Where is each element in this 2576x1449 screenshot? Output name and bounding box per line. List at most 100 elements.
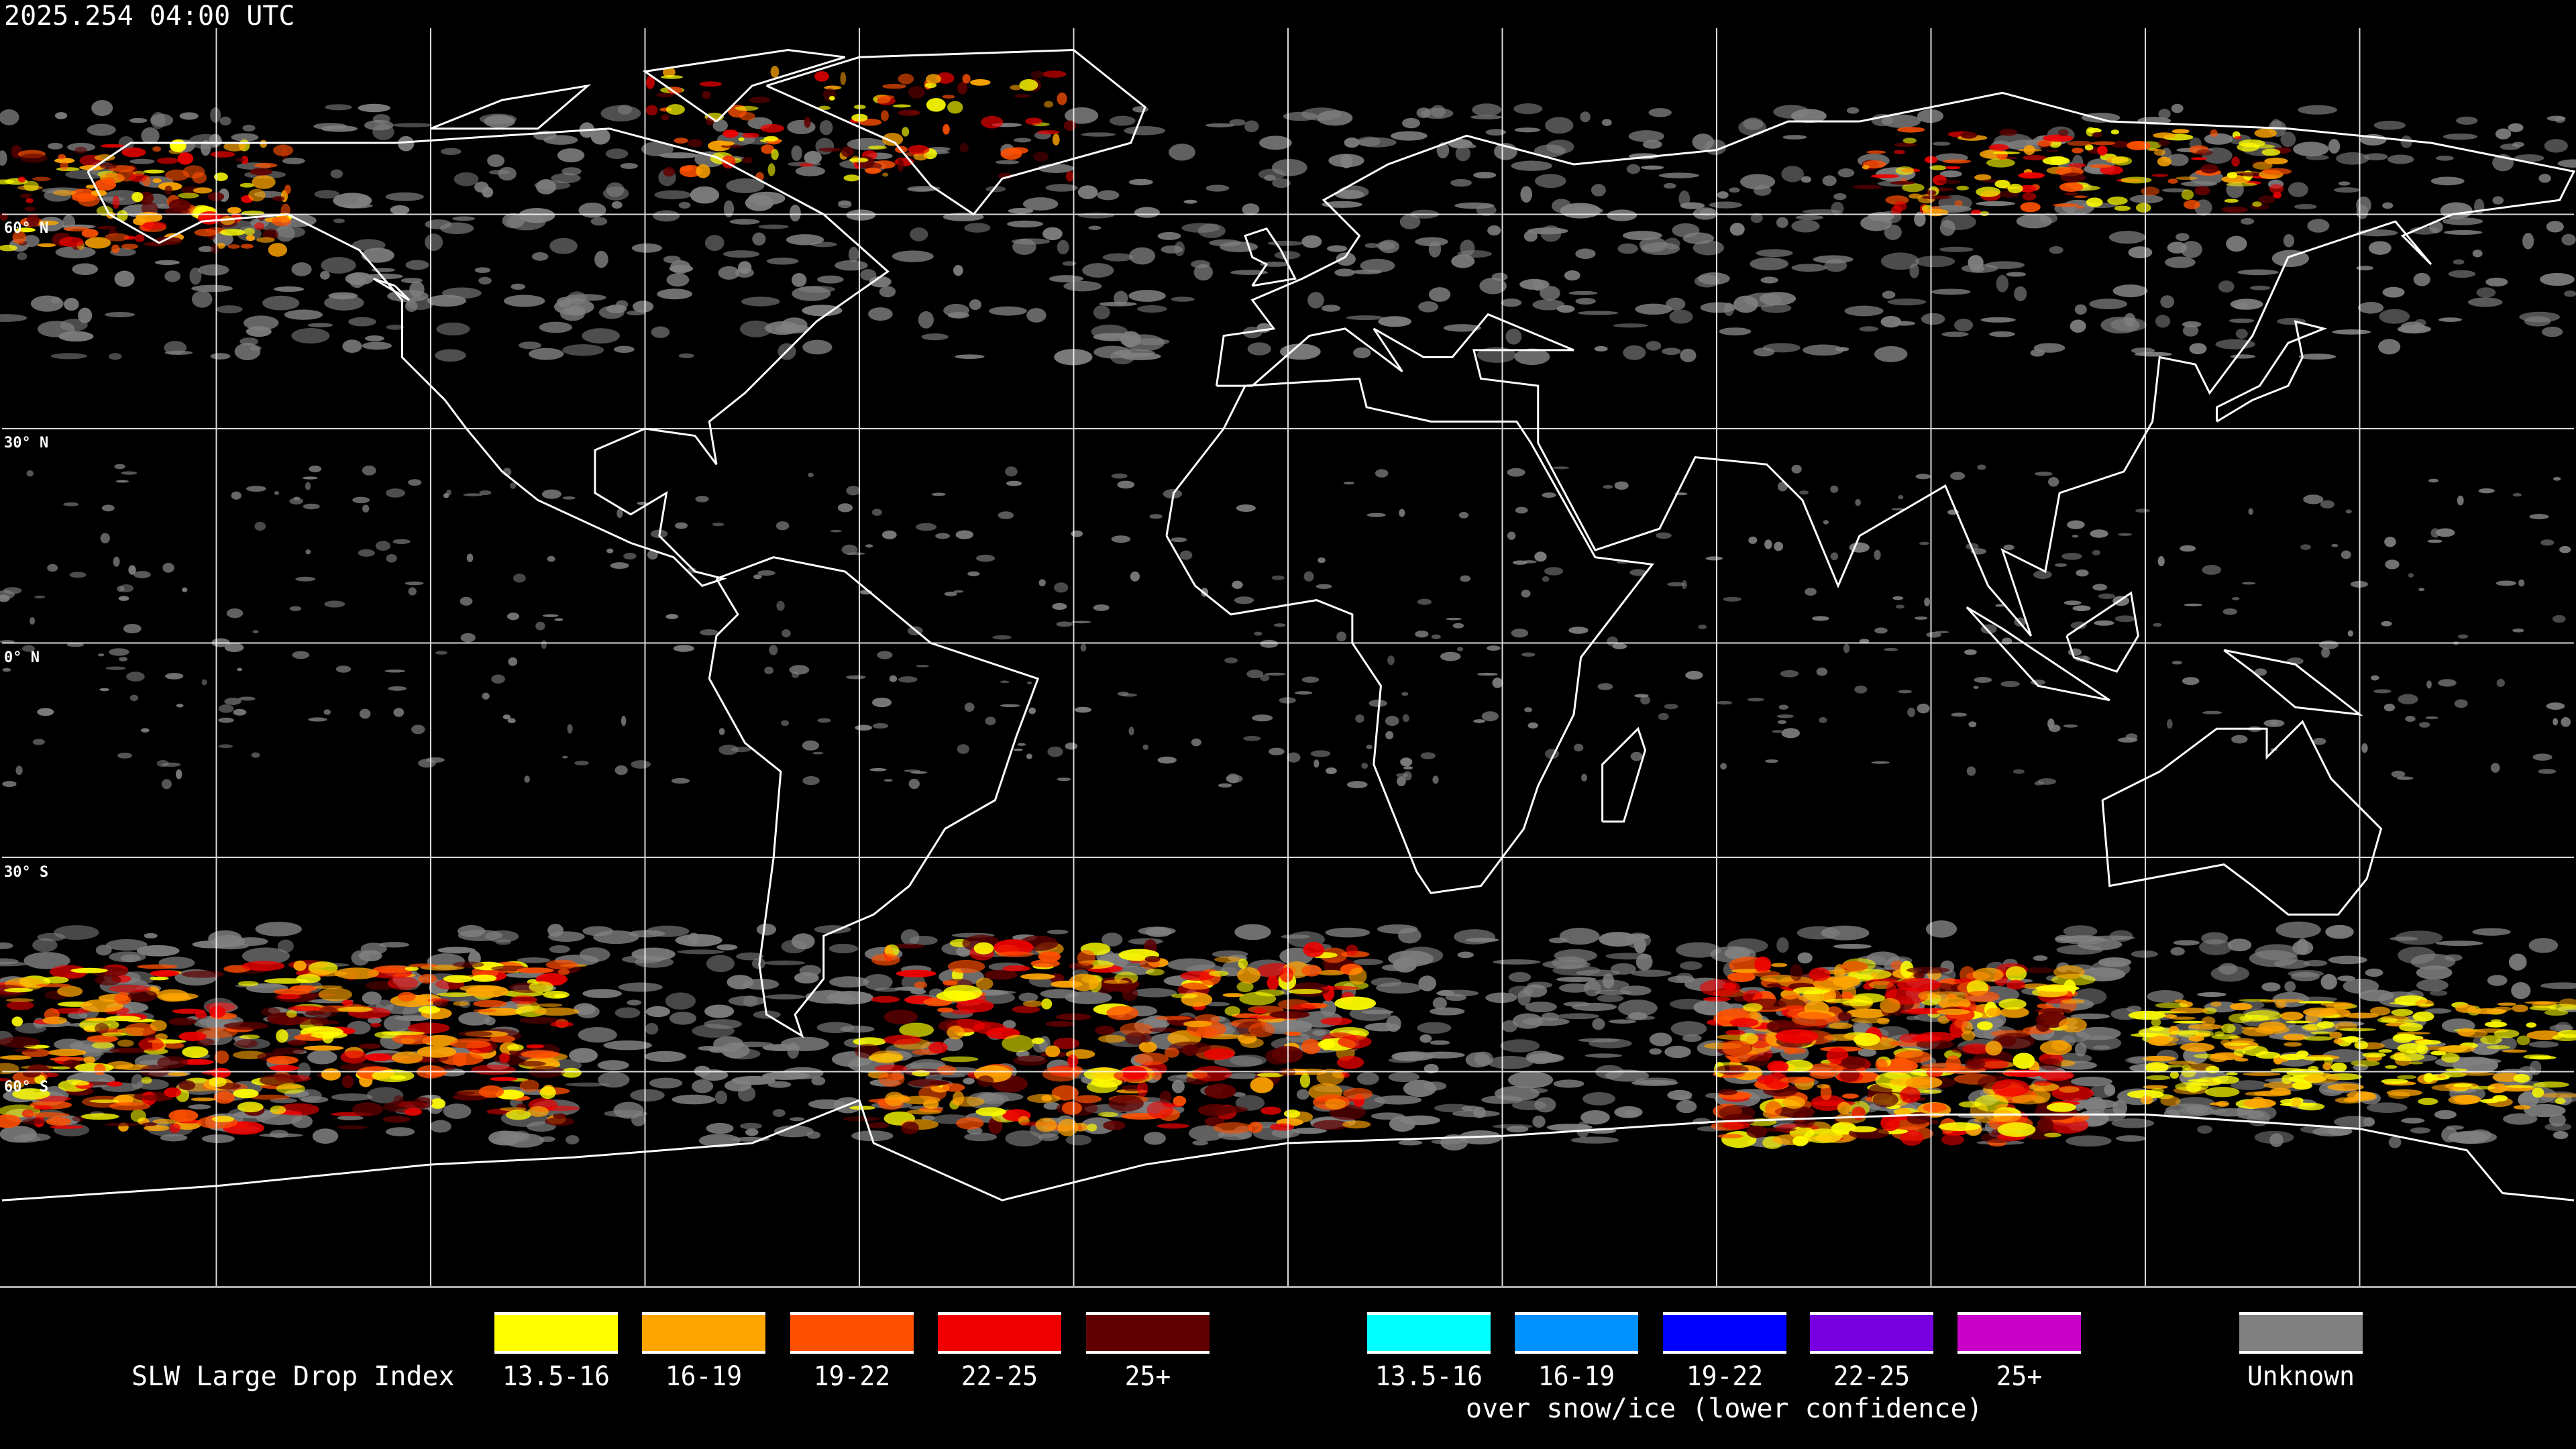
cloud-patch xyxy=(2557,1030,2576,1038)
cloud-patch xyxy=(1062,261,1077,266)
cloud-patch xyxy=(291,327,330,344)
cloud-patch xyxy=(2092,584,2108,591)
cloud-patch xyxy=(2280,1011,2304,1021)
cloud-patch xyxy=(101,504,115,512)
cloud-patch xyxy=(1859,326,1878,332)
cloud-patch xyxy=(2337,975,2355,981)
cloud-patch xyxy=(976,554,996,562)
cloud-patch xyxy=(1093,604,1110,611)
cloud-patch xyxy=(1342,1120,1371,1129)
cloud-patch xyxy=(58,154,66,160)
cloud-patch xyxy=(154,260,180,265)
cloud-patch xyxy=(2058,1017,2087,1032)
cloud-patch xyxy=(1972,967,2004,982)
cloud-patch xyxy=(1111,535,1131,543)
cloud-patch xyxy=(1937,1008,1970,1015)
cloud-patch xyxy=(2457,495,2464,506)
cloud-patch xyxy=(2291,1097,2302,1108)
cloud-patch xyxy=(908,778,920,790)
cloud-patch xyxy=(1020,973,1056,980)
cloud-patch xyxy=(268,243,288,257)
cloud-patch xyxy=(1045,184,1078,192)
cloud-patch xyxy=(2049,246,2063,254)
cloud-patch xyxy=(582,328,620,344)
cloud-patch xyxy=(2453,1083,2473,1087)
cloud-patch xyxy=(74,146,87,154)
cloud-patch xyxy=(1582,1092,1615,1106)
cloud-patch xyxy=(539,1086,556,1099)
cloud-patch xyxy=(2033,1080,2051,1086)
lat-label-60n: 60° N xyxy=(4,220,49,237)
cloud-patch xyxy=(2540,539,2555,546)
cloud-patch xyxy=(1994,179,2010,189)
cloud-patch xyxy=(1945,166,1961,170)
cloud-patch xyxy=(2295,996,2338,1002)
legend-normal-2-swatch xyxy=(790,1312,914,1354)
cloud-patch xyxy=(1939,170,1962,178)
cloud-patch xyxy=(391,1051,423,1064)
cloud-patch xyxy=(2037,1003,2053,1009)
cloud-patch xyxy=(969,299,982,311)
coastline xyxy=(430,84,592,130)
cloud-patch xyxy=(1809,967,1831,981)
cloud-patch xyxy=(543,990,570,999)
cloud-patch xyxy=(435,651,447,655)
cloud-patch xyxy=(231,133,259,142)
cloud-patch xyxy=(1095,1026,1116,1035)
cloud-patch xyxy=(2354,1040,2369,1050)
cloud-patch xyxy=(964,702,975,712)
cloud-patch xyxy=(1430,1007,1465,1016)
cloud-patch xyxy=(992,635,1012,640)
legend-normal-0-swatch xyxy=(494,1312,618,1354)
cloud-patch xyxy=(590,128,610,145)
cloud-patch xyxy=(0,1114,21,1128)
cloud-patch xyxy=(2336,152,2369,165)
cloud-patch xyxy=(1802,209,1841,214)
cloud-patch xyxy=(2416,1044,2428,1055)
cloud-patch xyxy=(745,1128,759,1136)
cloud-patch xyxy=(985,186,1006,193)
cloud-patch xyxy=(1822,175,1837,186)
cloud-patch xyxy=(957,81,968,95)
cloud-patch xyxy=(566,305,586,317)
cloud-patch xyxy=(1080,643,1087,652)
cloud-patch xyxy=(1717,1089,1738,1095)
cloud-patch xyxy=(2261,168,2292,175)
cloud-patch xyxy=(2076,1026,2121,1040)
cloud-patch xyxy=(1560,203,1601,219)
cloud-patch xyxy=(2151,1018,2161,1027)
cloud-patch xyxy=(1902,138,1917,144)
cloud-patch xyxy=(565,1082,610,1087)
cloud-patch xyxy=(1057,239,1069,255)
cloud-patch xyxy=(2252,201,2262,207)
cloud-patch xyxy=(2529,1005,2557,1011)
cloud-patch xyxy=(1265,672,1286,676)
cloud-patch xyxy=(318,1006,338,1018)
cloud-patch xyxy=(1303,571,1314,582)
cloud-patch xyxy=(1505,328,1522,345)
cloud-patch xyxy=(1962,1043,1991,1054)
cloud-patch xyxy=(1400,757,1413,767)
cloud-patch xyxy=(2456,116,2478,125)
cloud-patch xyxy=(1269,1010,1310,1019)
cloud-patch xyxy=(1077,185,1098,199)
cloud-patch xyxy=(2379,309,2410,324)
cloud-patch xyxy=(333,218,345,223)
cloud-patch xyxy=(2221,206,2248,213)
cloud-patch xyxy=(12,230,26,244)
cloud-patch xyxy=(452,216,476,221)
cloud-patch xyxy=(1334,268,1355,277)
cloud-patch xyxy=(1134,338,1170,345)
cloud-patch xyxy=(883,779,893,782)
cloud-patch xyxy=(2285,1020,2313,1024)
legend-snow-2-label: 19-22 xyxy=(1686,1361,1764,1392)
cloud-patch xyxy=(1507,531,1516,540)
cloud-patch xyxy=(1457,647,1464,651)
cloud-patch xyxy=(505,1110,531,1120)
cloud-patch xyxy=(605,148,629,160)
cloud-patch xyxy=(118,596,129,601)
cloud-patch xyxy=(1824,998,1865,1004)
cloud-patch xyxy=(115,480,129,483)
cloud-patch xyxy=(2347,630,2354,637)
cloud-patch xyxy=(162,779,172,790)
